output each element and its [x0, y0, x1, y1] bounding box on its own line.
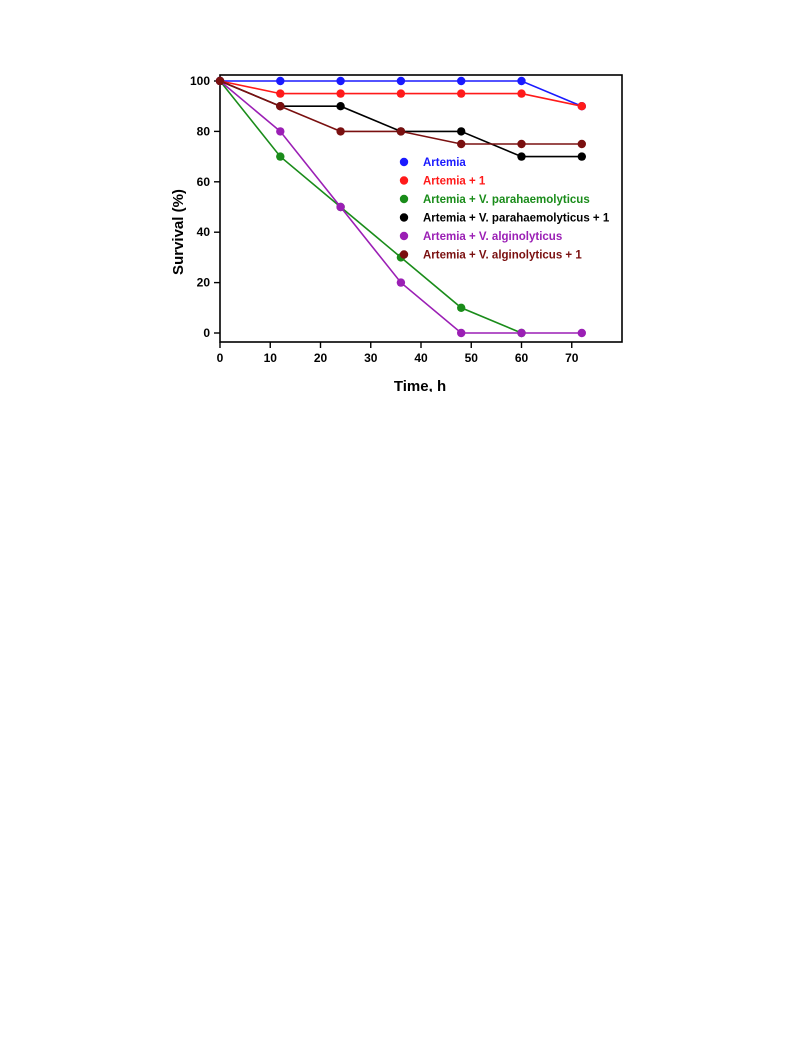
data-point	[215, 76, 225, 86]
plot-border	[219, 74, 623, 343]
x-tick-label: 50	[465, 351, 479, 365]
legend: Artemia Artemia + 1 Artemia + V. parahaemo…	[399, 157, 610, 262]
y-tick-label: 20	[197, 276, 211, 290]
x-tick-label: 20	[314, 351, 328, 365]
data-point	[577, 152, 586, 161]
data-point	[396, 127, 406, 136]
series-points	[215, 76, 586, 338]
legend-label: Artemia	[423, 157, 466, 169]
chart-panel: 0 10 20 30 40 50 60 70 0 20 40 60 80 100 Artemia Artem…	[172, 70, 624, 392]
data-point	[577, 328, 586, 338]
data-point	[457, 76, 466, 86]
y-tick-label: 60	[197, 175, 211, 189]
data-point	[517, 76, 526, 86]
data-point	[517, 328, 526, 338]
data-point	[396, 278, 406, 287]
x-tick-label: 40	[414, 351, 428, 365]
legend-label: Artemia + V. parahaemolyticus	[423, 194, 590, 206]
data-point	[276, 76, 285, 86]
legend-marker	[399, 250, 409, 259]
data-point	[457, 127, 466, 136]
data-point	[577, 139, 586, 149]
legend-marker	[399, 157, 409, 167]
series-line-4	[219, 80, 582, 334]
data-point	[457, 303, 466, 312]
data-point	[457, 89, 466, 98]
legend-marker	[399, 176, 409, 185]
y-tick-label: 80	[197, 124, 211, 138]
data-point	[517, 89, 526, 98]
x-tick-label: 70	[565, 351, 579, 365]
y-tick-label: 0	[203, 326, 210, 340]
data-point	[457, 328, 466, 338]
data-point	[276, 102, 285, 111]
y-tick-label: 40	[197, 225, 211, 239]
x-axis-title: Time, h	[394, 378, 446, 392]
y-axis-title: Survival (%)	[172, 189, 187, 275]
data-point	[336, 102, 345, 111]
data-point	[336, 127, 345, 136]
series-lines	[219, 80, 583, 334]
data-point	[336, 76, 345, 86]
data-point	[276, 152, 285, 161]
data-point	[517, 152, 526, 161]
data-point	[336, 202, 345, 212]
y-tick-label: 100	[190, 74, 210, 88]
legend-label: Artemia + V. alginolyticus	[423, 231, 562, 243]
data-point	[276, 127, 285, 136]
legend-marker	[399, 231, 409, 241]
data-point	[396, 89, 406, 98]
legend-label: Artemia + V. parahaemolyticus + 1	[423, 213, 610, 225]
data-point	[396, 76, 406, 86]
data-point	[457, 139, 466, 149]
legend-marker	[399, 194, 409, 204]
axis-ticks: 0 10 20 30 40 50 60 70 0 20 40 60 80 100	[190, 74, 579, 365]
data-point	[577, 102, 586, 111]
x-tick-label: 30	[364, 351, 378, 365]
data-point	[336, 89, 345, 98]
series-line-2	[219, 80, 522, 334]
x-tick-label: 60	[515, 351, 529, 365]
x-tick-label: 10	[264, 351, 278, 365]
legend-label: Artemia + V. alginolyticus + 1	[423, 250, 582, 262]
legend-label: Artemia + 1	[423, 176, 486, 188]
data-point	[517, 139, 526, 149]
legend-marker	[399, 213, 409, 222]
x-tick-label: 0	[217, 351, 224, 365]
plot-frame	[219, 74, 623, 343]
data-point	[276, 89, 285, 98]
